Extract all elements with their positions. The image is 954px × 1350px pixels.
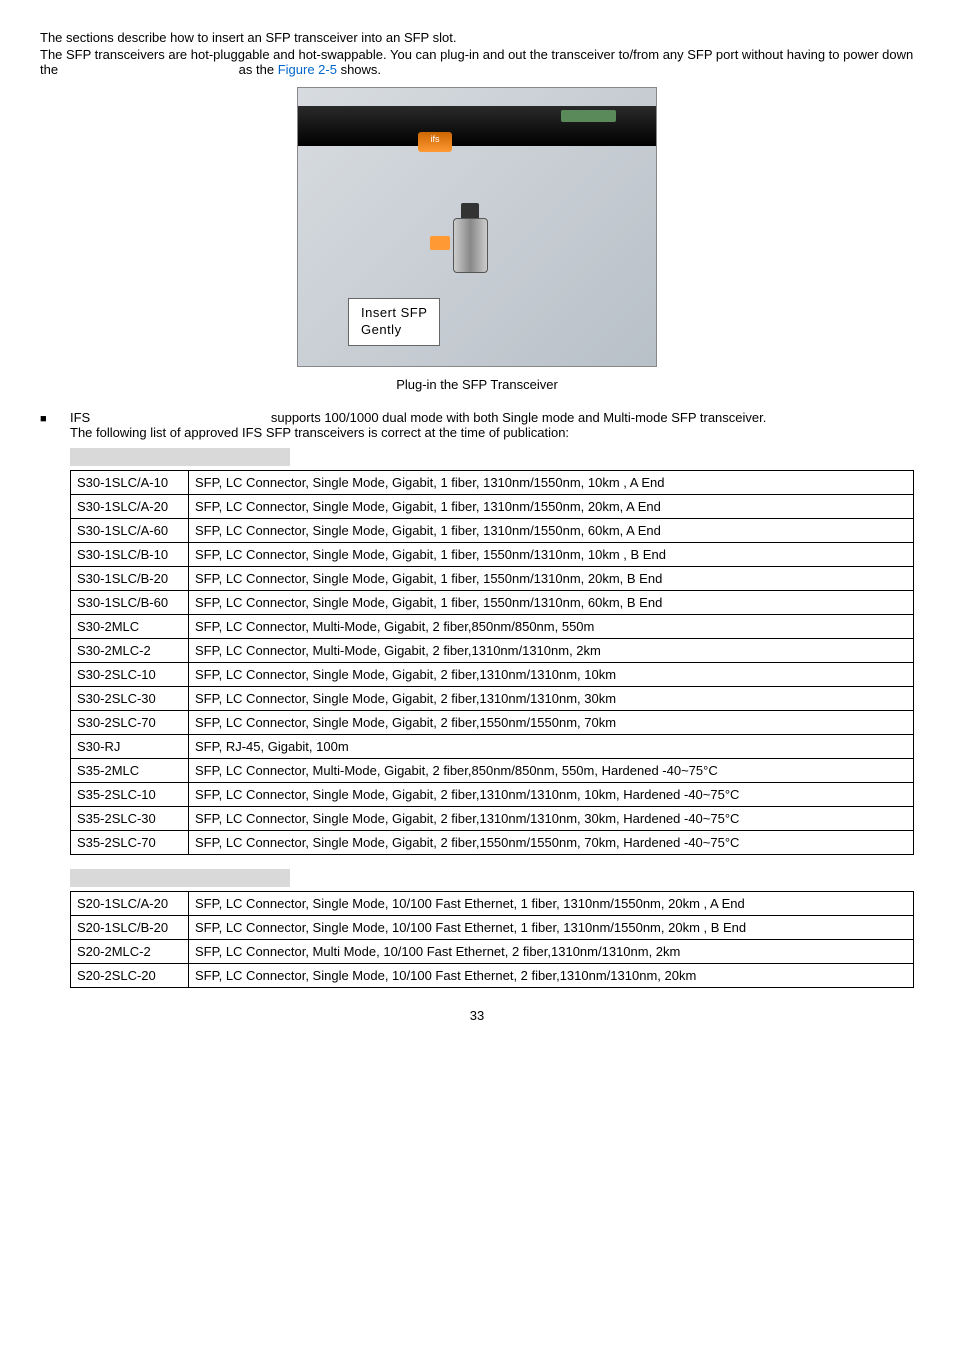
desc-cell: SFP, LC Connector, Single Mode, Gigabit,… <box>189 591 914 615</box>
table-row: S20-1SLC/A-20SFP, LC Connector, Single M… <box>71 892 914 916</box>
bullet-icon: ■ <box>40 410 70 428</box>
desc-cell: SFP, LC Connector, Single Mode, Gigabit,… <box>189 711 914 735</box>
ifs-line1-rest: supports 100/1000 dual mode with both Si… <box>271 410 767 425</box>
table-row: S20-2SLC-20SFP, LC Connector, Single Mod… <box>71 964 914 988</box>
table-row: S30-2SLC-30SFP, LC Connector, Single Mod… <box>71 687 914 711</box>
desc-cell: SFP, LC Connector, Multi-Mode, Gigabit, … <box>189 759 914 783</box>
sfp-insert-figure: ifs Insert SFP Gently <box>297 87 657 367</box>
desc-cell: SFP, LC Connector, Single Mode, 10/100 F… <box>189 916 914 940</box>
model-cell: S30-1SLC/A-60 <box>71 519 189 543</box>
desc-cell: SFP, LC Connector, Single Mode, 10/100 F… <box>189 892 914 916</box>
model-cell: S30-RJ <box>71 735 189 759</box>
model-cell: S30-2SLC-70 <box>71 711 189 735</box>
section-bar-1 <box>70 448 290 466</box>
ifs-label: IFS <box>70 410 90 425</box>
desc-cell: SFP, LC Connector, Single Mode, Gigabit,… <box>189 783 914 807</box>
table-row: S30-1SLC/B-60SFP, LC Connector, Single M… <box>71 591 914 615</box>
table-row: S30-1SLC/A-20SFP, LC Connector, Single M… <box>71 495 914 519</box>
desc-cell: SFP, LC Connector, Multi-Mode, Gigabit, … <box>189 615 914 639</box>
speech-line-1: Insert SFP <box>361 305 427 322</box>
table-row: S30-1SLC/B-10SFP, LC Connector, Single M… <box>71 543 914 567</box>
table-row: S20-2MLC-2SFP, LC Connector, Multi Mode,… <box>71 940 914 964</box>
table-row: S35-2SLC-70SFP, LC Connector, Single Mod… <box>71 831 914 855</box>
model-cell: S20-1SLC/A-20 <box>71 892 189 916</box>
model-cell: S35-2MLC <box>71 759 189 783</box>
sfp-table-2: S20-1SLC/A-20SFP, LC Connector, Single M… <box>70 891 914 988</box>
table-row: S30-2SLC-70SFP, LC Connector, Single Mod… <box>71 711 914 735</box>
desc-cell: SFP, LC Connector, Single Mode, Gigabit,… <box>189 831 914 855</box>
model-cell: S20-1SLC/B-20 <box>71 916 189 940</box>
ifs-paragraph-line-1: IFS supports 100/1000 dual mode with bot… <box>70 410 914 425</box>
model-cell: S30-2SLC-30 <box>71 687 189 711</box>
page-number: 33 <box>40 1008 914 1023</box>
model-cell: S30-2MLC-2 <box>71 639 189 663</box>
desc-cell: SFP, LC Connector, Single Mode, Gigabit,… <box>189 687 914 711</box>
intro-2b: shows. <box>337 62 381 77</box>
table-row: S30-1SLC/A-10SFP, LC Connector, Single M… <box>71 471 914 495</box>
intro-gap: as the <box>58 62 278 77</box>
table-row: S20-1SLC/B-20SFP, LC Connector, Single M… <box>71 916 914 940</box>
speech-line-2: Gently <box>361 322 427 339</box>
desc-cell: SFP, LC Connector, Single Mode, Gigabit,… <box>189 663 914 687</box>
desc-cell: SFP, LC Connector, Multi-Mode, Gigabit, … <box>189 639 914 663</box>
table-row: S30-2SLC-10SFP, LC Connector, Single Mod… <box>71 663 914 687</box>
model-cell: S30-1SLC/A-20 <box>71 495 189 519</box>
table-row: S35-2SLC-10SFP, LC Connector, Single Mod… <box>71 783 914 807</box>
sfp-body <box>453 218 488 273</box>
model-cell: S20-2SLC-20 <box>71 964 189 988</box>
model-cell: S35-2SLC-70 <box>71 831 189 855</box>
model-cell: S30-2SLC-10 <box>71 663 189 687</box>
desc-cell: SFP, LC Connector, Single Mode, Gigabit,… <box>189 807 914 831</box>
table-row: S35-2MLCSFP, LC Connector, Multi-Mode, G… <box>71 759 914 783</box>
table-row: S30-2MLC-2SFP, LC Connector, Multi-Mode,… <box>71 639 914 663</box>
desc-cell: SFP, LC Connector, Single Mode, Gigabit,… <box>189 543 914 567</box>
table-row: S30-1SLC/A-60SFP, LC Connector, Single M… <box>71 519 914 543</box>
device-indicator <box>561 110 616 122</box>
table-row: S30-2MLCSFP, LC Connector, Multi-Mode, G… <box>71 615 914 639</box>
desc-cell: SFP, LC Connector, Single Mode, Gigabit,… <box>189 519 914 543</box>
sfp-table-1: S30-1SLC/A-10SFP, LC Connector, Single M… <box>70 470 914 855</box>
intro-line-2: The SFP transceivers are hot-pluggable a… <box>40 47 914 77</box>
desc-cell: SFP, LC Connector, Single Mode, Gigabit,… <box>189 495 914 519</box>
model-cell: S35-2SLC-10 <box>71 783 189 807</box>
figure-link[interactable]: Figure 2-5 <box>278 62 337 77</box>
ifs-paragraph-line-2: The following list of approved IFS SFP t… <box>70 425 914 440</box>
model-cell: S30-2MLC <box>71 615 189 639</box>
intro-line-1: The sections describe how to insert an S… <box>40 30 914 45</box>
table-row: S35-2SLC-30SFP, LC Connector, Single Mod… <box>71 807 914 831</box>
desc-cell: SFP, LC Connector, Single Mode, Gigabit,… <box>189 567 914 591</box>
model-cell: S35-2SLC-30 <box>71 807 189 831</box>
table-row: S30-1SLC/B-20SFP, LC Connector, Single M… <box>71 567 914 591</box>
model-cell: S30-1SLC/B-60 <box>71 591 189 615</box>
figure-caption: Plug-in the SFP Transceiver <box>40 377 914 392</box>
speech-bubble: Insert SFP Gently <box>348 298 440 346</box>
model-cell: S30-1SLC/B-10 <box>71 543 189 567</box>
model-cell: S30-1SLC/B-20 <box>71 567 189 591</box>
ifs-spacer <box>94 410 267 425</box>
section-bar-2 <box>70 869 290 887</box>
model-cell: S30-1SLC/A-10 <box>71 471 189 495</box>
desc-cell: SFP, LC Connector, Multi Mode, 10/100 Fa… <box>189 940 914 964</box>
desc-cell: SFP, RJ-45, Gigabit, 100m <box>189 735 914 759</box>
desc-cell: SFP, LC Connector, Single Mode, Gigabit,… <box>189 471 914 495</box>
figure-image-block: ifs Insert SFP Gently <box>40 87 914 367</box>
desc-cell: SFP, LC Connector, Single Mode, 10/100 F… <box>189 964 914 988</box>
model-cell: S20-2MLC-2 <box>71 940 189 964</box>
ifs-small-icon <box>430 236 450 250</box>
ifs-badge-icon: ifs <box>418 132 452 152</box>
table-row: S30-RJSFP, RJ-45, Gigabit, 100m <box>71 735 914 759</box>
